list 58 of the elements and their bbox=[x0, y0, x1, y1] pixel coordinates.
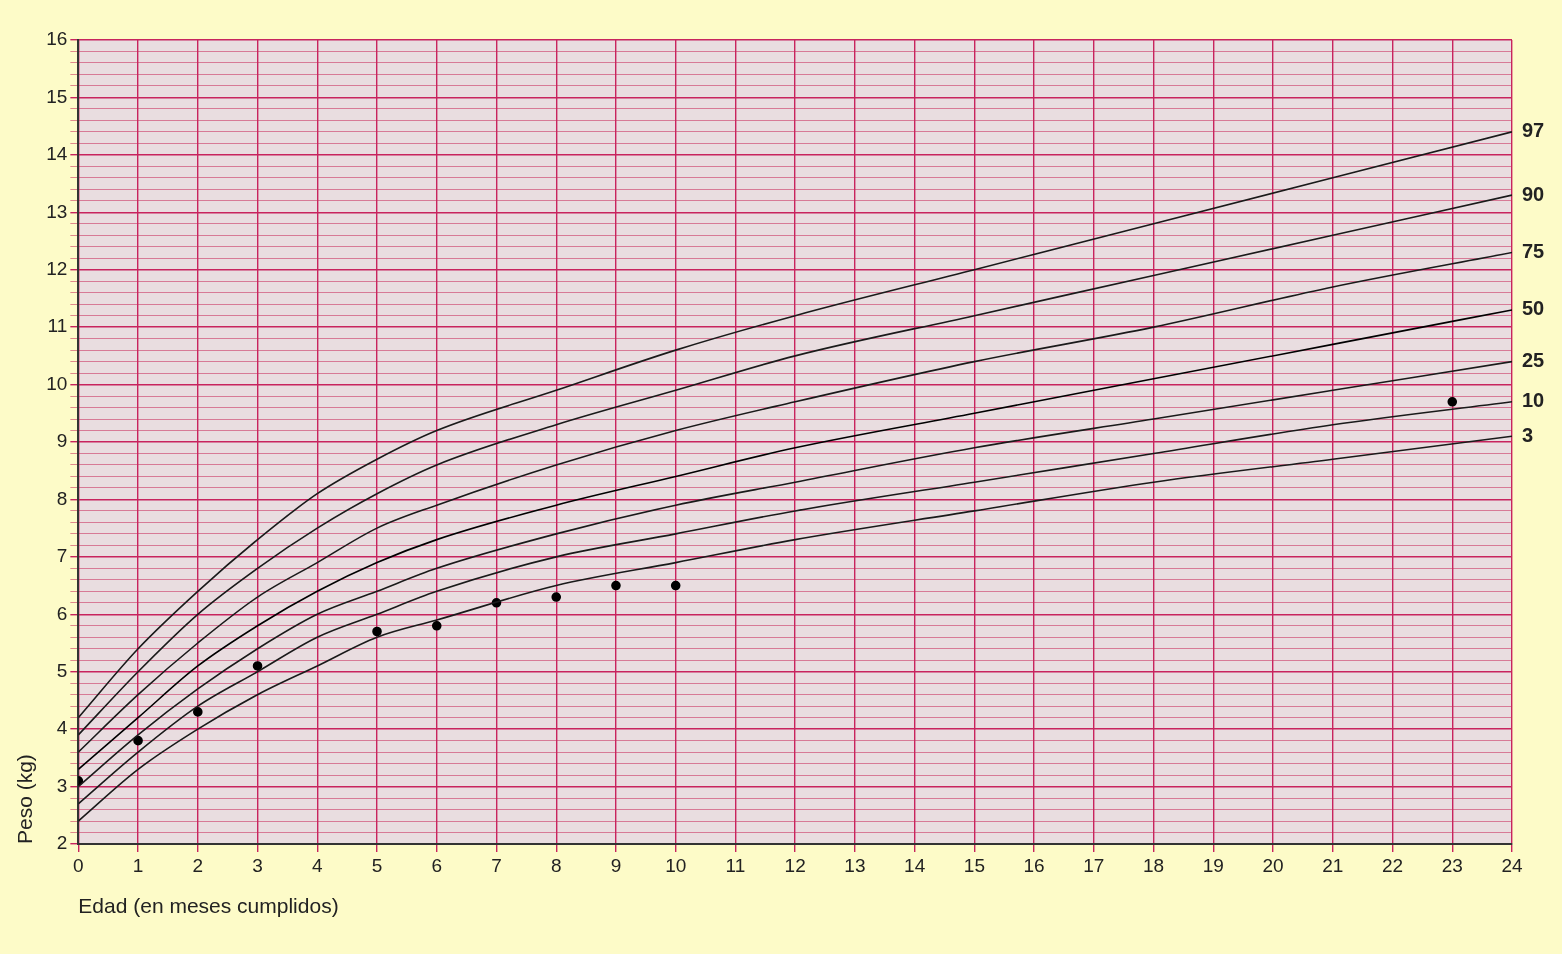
x-tick-label: 15 bbox=[963, 854, 985, 876]
y-tick-label: 10 bbox=[46, 372, 68, 394]
x-tick-label: 24 bbox=[1501, 854, 1523, 876]
point bbox=[551, 592, 562, 602]
x-tick-label: 8 bbox=[550, 854, 562, 876]
x-tick-label: 5 bbox=[371, 854, 383, 876]
point bbox=[611, 580, 621, 591]
point bbox=[670, 580, 681, 591]
x-tick-label: 13 bbox=[844, 854, 866, 876]
x-tick-label: 16 bbox=[1023, 854, 1045, 876]
series-label: 90 bbox=[1522, 182, 1545, 205]
y-tick-label: 11 bbox=[47, 315, 68, 337]
series-label: 25 bbox=[1522, 349, 1545, 372]
point bbox=[431, 620, 442, 631]
y-tick-label: 7 bbox=[56, 545, 68, 567]
x-tick-label: 19 bbox=[1202, 854, 1224, 876]
point bbox=[372, 626, 382, 637]
y-axis-title: Peso (kg) bbox=[13, 754, 37, 844]
y-tick-label: 8 bbox=[56, 487, 68, 509]
x-tick-label: 0 bbox=[73, 854, 84, 876]
point bbox=[1447, 397, 1458, 407]
y-tick-label: 13 bbox=[46, 200, 68, 222]
y-tick-label: 9 bbox=[56, 430, 68, 452]
x-tick-label: 21 bbox=[1322, 854, 1344, 876]
x-tick-label: 12 bbox=[784, 854, 806, 876]
y-tick-label: 14 bbox=[46, 143, 68, 165]
series-label: 97 bbox=[1522, 119, 1545, 142]
x-tick-label: 11 bbox=[725, 854, 746, 876]
series-label: 50 bbox=[1522, 297, 1545, 320]
x-tick-label: 20 bbox=[1262, 854, 1284, 876]
y-tick-label: 4 bbox=[56, 717, 68, 739]
x-tick-label: 14 bbox=[904, 854, 926, 876]
y-tick-label: 2 bbox=[56, 832, 68, 854]
x-tick-label: 1 bbox=[132, 854, 144, 876]
series-label: 10 bbox=[1522, 389, 1545, 412]
series-label: 75 bbox=[1522, 240, 1545, 262]
x-tick-label: 17 bbox=[1083, 854, 1105, 876]
y-tick-label: 6 bbox=[56, 602, 68, 624]
x-tick-label: 4 bbox=[311, 854, 323, 876]
x-tick-label: 7 bbox=[491, 854, 502, 876]
x-tick-label: 18 bbox=[1143, 854, 1165, 876]
x-tick-label: 2 bbox=[192, 854, 204, 876]
x-tick-label: 10 bbox=[665, 854, 687, 876]
series-label: 3 bbox=[1522, 423, 1534, 446]
x-tick-label: 22 bbox=[1381, 854, 1404, 876]
point bbox=[133, 735, 143, 746]
y-tick-label: 12 bbox=[46, 257, 68, 279]
x-tick-label: 3 bbox=[252, 854, 263, 876]
y-tick-label: 16 bbox=[46, 28, 68, 50]
point bbox=[252, 661, 263, 671]
y-tick-label: 5 bbox=[56, 659, 68, 681]
x-tick-label: 9 bbox=[610, 854, 622, 876]
x-axis-title: Edad (en meses cumplidos) bbox=[78, 894, 339, 918]
y-tick-label: 15 bbox=[46, 85, 68, 107]
y-tick-label: 3 bbox=[56, 774, 68, 796]
x-tick-label: 23 bbox=[1441, 854, 1463, 876]
x-tick-label: 6 bbox=[431, 854, 443, 876]
point bbox=[193, 707, 203, 717]
